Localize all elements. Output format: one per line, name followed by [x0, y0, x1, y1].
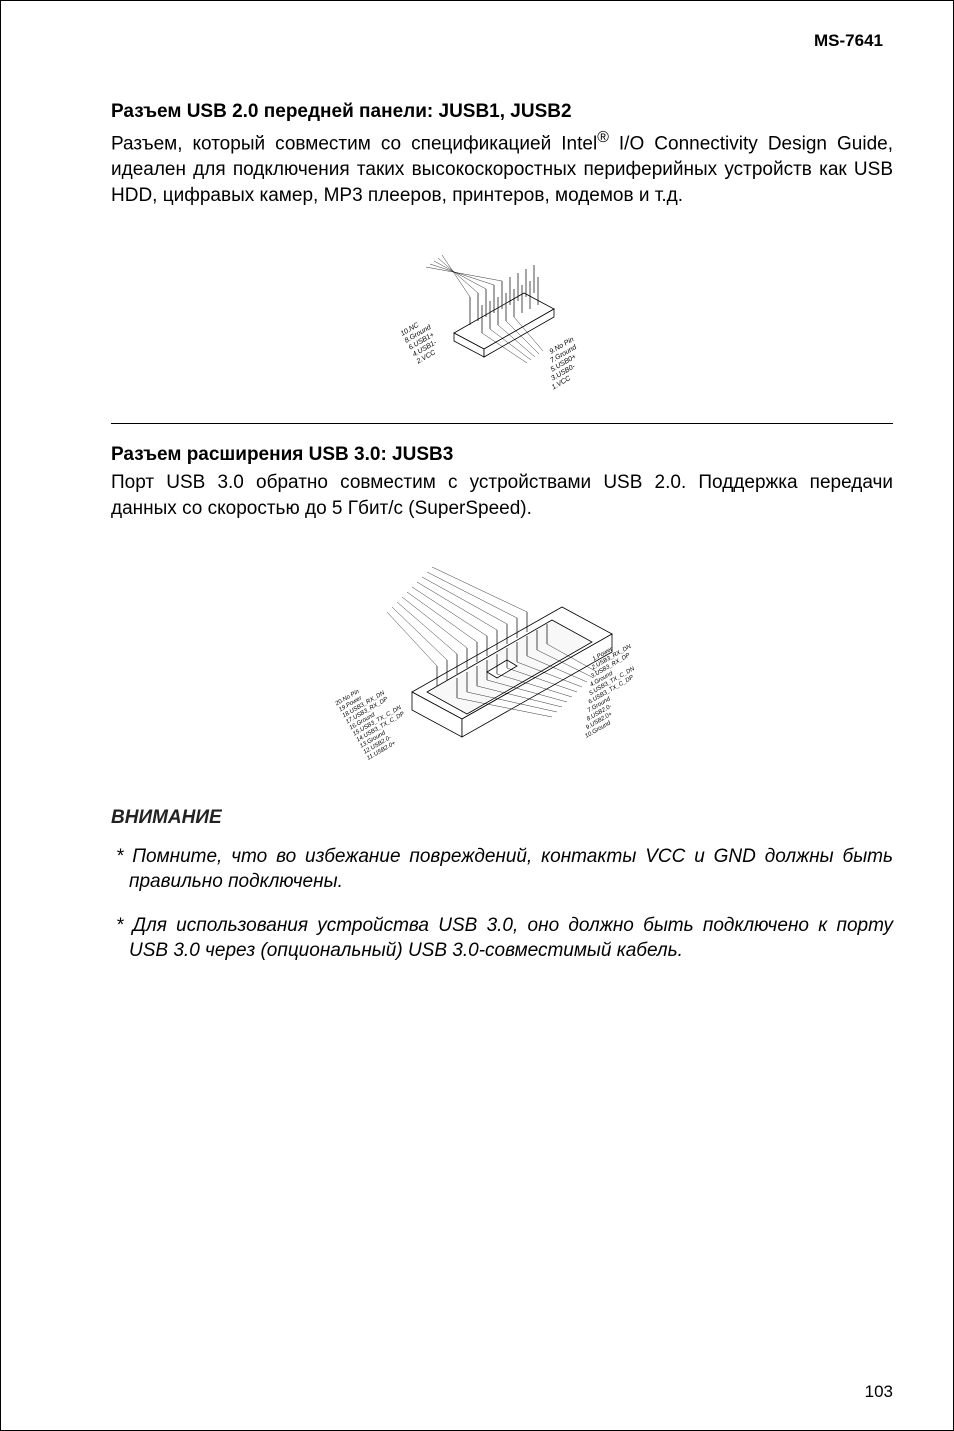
page: MS-7641 Разъем USB 2.0 передней панели: … — [0, 0, 954, 1431]
header-model: MS-7641 — [111, 31, 883, 51]
page-number: 103 — [865, 1382, 893, 1402]
notice-title: ВНИМАНИЕ — [111, 807, 893, 829]
notice-item-0: * Помните, что во избежание повреждений,… — [111, 844, 893, 895]
divider — [111, 423, 893, 424]
section1-body-sup: ® — [597, 129, 609, 146]
section1-body: Разъем, который совместим со спецификаци… — [111, 127, 893, 208]
section2-body: Порт USB 3.0 обратно совместим с устройс… — [111, 470, 893, 521]
notice-item-1: * Для использования устройства USB 3.0, … — [111, 913, 893, 964]
section1-body-pre: Разъем, который совместим со спецификаци… — [111, 133, 597, 154]
section1-title: Разъем USB 2.0 передней панели: JUSB1, J… — [111, 101, 893, 123]
usb2-diagram: 10.NC 8.Ground 6.USB1+ 4.USB1- 2.VCC 9.N… — [111, 233, 893, 398]
usb3-diagram: 20.No Pin 19.Power 18.USB3_RX_DN 17.USB3… — [111, 547, 893, 782]
section2-title: Разъем расширения USB 3.0: JUSB3 — [111, 444, 893, 466]
